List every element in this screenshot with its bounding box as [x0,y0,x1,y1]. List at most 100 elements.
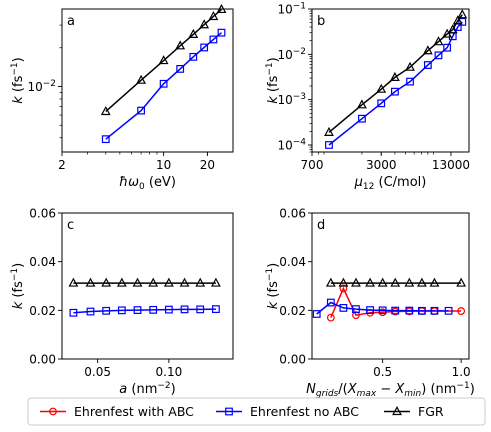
data-point-square [180,305,189,314]
data-point-triangle [68,277,79,287]
data-point-square [69,308,78,317]
data-point-square [159,79,168,88]
x-tick-label: 2 [58,158,66,172]
data-point-triangle [338,277,349,287]
x-tick-label: 10 [156,158,171,172]
y-tick-label: 0.00 [29,353,56,367]
x-tick-label: 0.05 [84,365,111,379]
y-tick-label: 10−3 [277,92,306,107]
legend-entry: Ehrenfest with ABC [40,404,194,419]
data-point-triangle [116,277,127,287]
data-point-square [117,306,126,315]
series-line-triangle [328,14,463,133]
y-tick-label: 0.04 [279,255,306,269]
data-point-triangle [85,277,96,287]
data-point-square [458,17,467,26]
data-point-square [352,305,360,314]
data-point-square [149,305,158,314]
data-point-square [312,310,321,318]
x-tick-label: 0.5 [373,365,392,379]
legend-label: Ehrenfest with ABC [74,404,194,419]
data-point-triangle [101,277,112,287]
y-tick-label: 0.06 [279,207,306,221]
data-point-triangle [416,277,427,287]
data-point-square [101,135,110,144]
data-point-triangle [357,99,367,109]
data-point-square [325,141,333,149]
data-point-square [430,306,439,315]
data-point-circle [457,307,466,315]
y-axis-label: k (fs−1) [10,263,26,309]
x-axis-label: Ngrids/(Xmax − Xmin) (nm−1) [306,381,475,399]
panel-b: 700 3000 13000 10−4 10−3 10−2 10−1 b μ12 (C/mol)… [265,2,470,193]
y-axis-label: k (fs−1) [10,57,26,103]
data-point-square [339,304,348,312]
data-point-triangle [325,277,336,287]
data-point-triangle [433,36,444,46]
legend-marker-square [225,407,233,416]
data-point-triangle [188,28,199,38]
panel-c: 0.05 0.10 0.00 0.02 0.04 0.06 c a (nm−2) k (fs−1… [10,207,234,397]
series-line-square [73,308,216,314]
panel-d: 0.5 1.0 0.00 0.02 0.04 0.06 d Ngrids/(Xmax − Xm… [265,207,475,400]
data-point-square [391,306,400,315]
data-point-square [405,306,414,315]
x-axis-label: μ12 (C/mol) [354,175,427,192]
data-point-square [423,61,432,69]
y-tick-label: 0.00 [279,353,306,367]
y-tick-label: 10−2 [27,79,56,94]
data-point-square [196,305,205,314]
data-point-square [209,35,218,44]
data-point-triangle [390,277,401,287]
series-line-square [328,21,463,146]
series-line-square [105,32,222,140]
data-point-triangle [376,83,387,93]
y-axis-label: k (fs−1) [265,263,281,309]
data-point-square [212,305,220,314]
x-tick-label: 0.10 [156,365,183,379]
data-point-triangle [447,24,458,34]
data-point-triangle [163,277,174,287]
panel-a: 2 10 20 10−2 a ħω0 (eV) k (fs−1) [10,3,234,192]
legend-label: FGR [418,404,444,419]
x-tick-label: 700 [301,158,324,172]
plot-frame [61,8,234,153]
data-point-square [102,306,111,315]
y-tick-label: 0.06 [29,207,56,221]
data-point-triangle [456,277,467,287]
data-point-triangle [132,277,143,287]
legend-marker-circle [49,407,57,416]
x-tick-label: 1.0 [452,365,471,379]
y-axis-label: k (fs−1) [265,57,281,103]
data-point-triangle [452,15,463,25]
legend-frame [27,397,486,426]
data-point-square [326,298,335,307]
plot-frame [311,8,470,153]
data-point-triangle [404,277,415,287]
data-point-triangle [158,55,169,65]
legend-marker-triangle [392,406,402,416]
data-point-square [358,114,366,123]
data-point-square [176,65,185,73]
data-point-square [443,43,452,52]
y-tick-label: 0.04 [29,255,56,269]
panel-letter: d [317,218,325,233]
data-point-triangle [179,277,190,287]
data-point-triangle [324,126,334,136]
x-axis-label: ħω0 (eV) [119,175,176,192]
data-point-triangle [377,277,388,287]
x-tick-label: 3000 [366,158,397,172]
data-point-triangle [216,3,227,14]
legend-entry: Ehrenfest no ABC [216,404,359,419]
data-point-square [200,43,209,52]
plot-frame [61,212,234,360]
data-point-square [378,306,387,315]
data-point-square [86,307,95,316]
data-point-triangle [210,277,221,287]
data-point-triangle [405,61,415,71]
y-tick-label: 0.02 [279,304,306,318]
y-tick-label: 10−2 [277,47,306,62]
data-point-triangle [199,19,210,29]
data-point-triangle [175,40,186,50]
